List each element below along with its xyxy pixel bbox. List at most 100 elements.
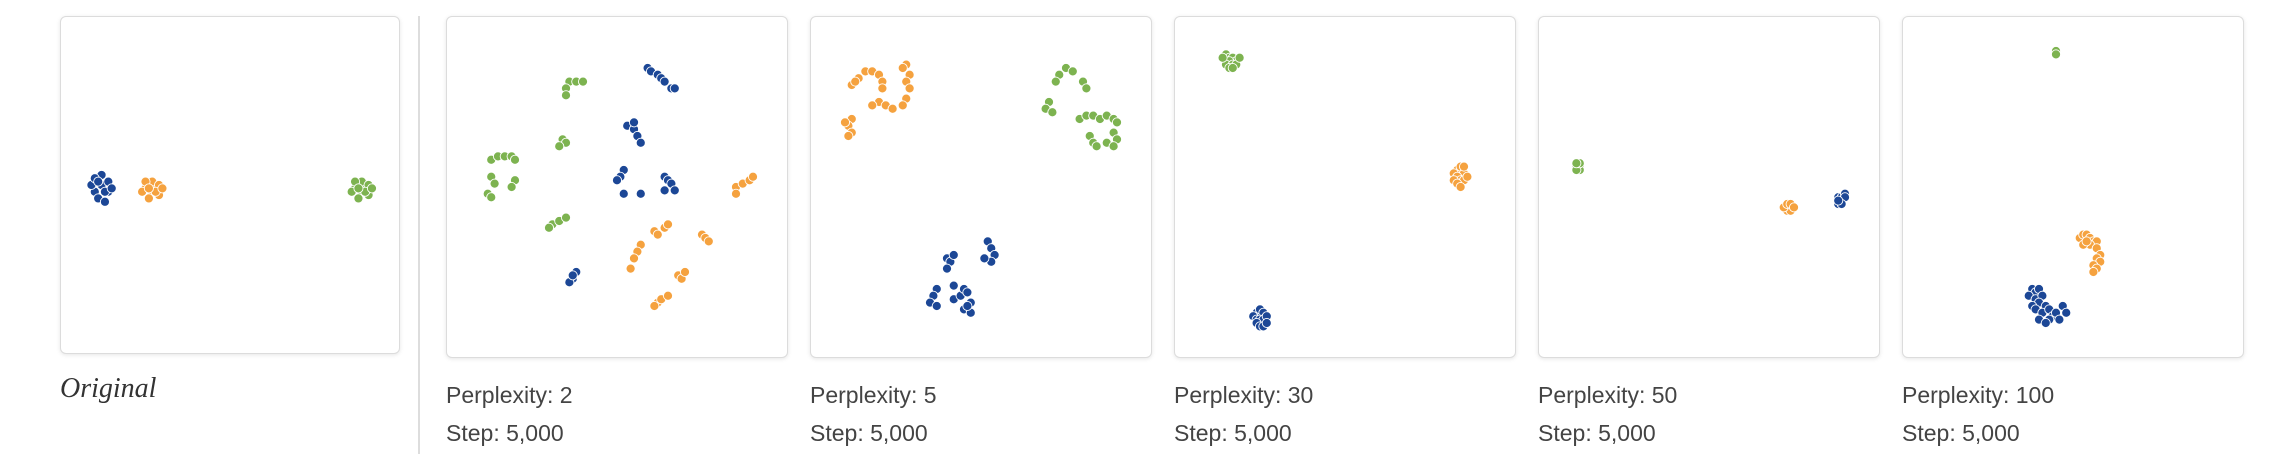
point-orange	[877, 83, 888, 94]
point-green	[1047, 107, 1058, 118]
scatter-perplexity-2	[482, 62, 759, 312]
point-green	[1091, 141, 1102, 152]
step-label: Step: 5,000	[1174, 420, 1292, 446]
point-blue	[2061, 307, 2072, 318]
scatter-perplexity-30	[1217, 49, 1473, 332]
step-label: Step: 5,000	[1538, 420, 1656, 446]
point-blue	[93, 176, 104, 187]
point-blue	[669, 83, 680, 94]
point-green	[486, 192, 497, 203]
plot-perplexity-5	[810, 16, 1152, 358]
point-blue	[611, 175, 623, 186]
point-orange	[652, 229, 663, 240]
point-orange	[1458, 161, 1470, 172]
point-green	[506, 181, 517, 193]
point-orange	[843, 130, 854, 142]
point-orange	[904, 83, 915, 94]
point-orange	[662, 290, 674, 301]
point-blue	[948, 280, 959, 291]
perplexity-label: Perplexity: 5	[810, 382, 937, 408]
point-orange	[662, 219, 674, 230]
perplexity-label: Perplexity: 100	[1902, 382, 2055, 408]
step-label: Step: 5,000	[446, 420, 564, 446]
point-blue	[1261, 317, 1272, 329]
point-blue	[669, 185, 680, 196]
plot-perplexity-30	[1174, 16, 1516, 358]
scatter-perplexity-100	[2023, 45, 2106, 329]
scatter-perplexity-50	[1571, 158, 1851, 216]
point-blue	[2040, 317, 2051, 329]
point-orange	[143, 183, 154, 194]
point-orange	[897, 62, 908, 74]
perplexity-label: Perplexity: 2	[446, 382, 573, 408]
point-green	[1067, 66, 1078, 77]
point-blue	[106, 183, 117, 194]
point-green	[577, 76, 589, 87]
point-green	[353, 193, 364, 204]
point-blue	[1833, 195, 1844, 206]
point-blue	[979, 253, 990, 264]
perplexity-label: Perplexity: 30	[1174, 382, 1314, 408]
point-orange	[1462, 171, 1473, 182]
point-orange	[897, 100, 908, 111]
point-green	[353, 183, 364, 194]
caption-perplexity-2: Perplexity: 2 Step: 5,000	[446, 376, 573, 452]
point-green	[1227, 62, 1238, 74]
step-label: Step: 5,000	[1902, 420, 2020, 446]
point-orange	[157, 183, 168, 194]
plot-perplexity-100	[1902, 16, 2244, 358]
plot-perplexity-2	[446, 16, 788, 358]
step-label: Step: 5,000	[810, 420, 928, 446]
point-green	[560, 212, 572, 223]
point-orange	[1788, 202, 1800, 213]
point-green	[1234, 52, 1245, 63]
point-green	[1108, 141, 1119, 152]
point-orange	[628, 253, 640, 264]
divider	[418, 16, 420, 454]
point-blue	[635, 137, 646, 148]
point-green	[554, 141, 565, 152]
point-orange	[839, 117, 851, 128]
scatter-original	[86, 169, 377, 207]
point-blue	[659, 185, 670, 196]
point-green	[1111, 117, 1123, 128]
point-blue	[99, 196, 110, 207]
point-green	[560, 90, 572, 101]
point-orange	[747, 171, 759, 182]
point-green	[509, 154, 521, 165]
point-blue	[618, 188, 629, 199]
caption-original: Original	[60, 373, 157, 404]
point-blue	[635, 188, 646, 199]
caption-perplexity-100: Perplexity: 100 Step: 5,000	[1902, 376, 2054, 452]
point-blue	[2054, 314, 2065, 325]
point-green	[1571, 158, 1582, 169]
point-green	[1081, 83, 1092, 94]
point-orange	[2088, 266, 2099, 278]
point-blue	[962, 287, 973, 298]
point-orange	[1455, 181, 1466, 193]
point-green	[543, 222, 555, 233]
perplexity-label: Perplexity: 50	[1538, 382, 1678, 408]
point-blue	[962, 300, 973, 312]
point-green	[2050, 49, 2062, 60]
point-blue	[948, 249, 959, 261]
point-green	[1050, 76, 1061, 87]
point-blue	[931, 300, 942, 312]
point-blue	[567, 270, 578, 281]
plot-perplexity-50	[1538, 16, 1880, 358]
scatter-perplexity-5	[839, 59, 1123, 318]
caption-perplexity-30: Perplexity: 30 Step: 5,000	[1174, 376, 1313, 452]
point-orange	[730, 188, 742, 199]
point-orange	[887, 103, 898, 114]
point-orange	[850, 76, 861, 87]
point-blue	[628, 117, 640, 128]
point-blue	[941, 263, 953, 274]
point-orange	[679, 266, 691, 278]
point-green	[366, 183, 377, 194]
point-orange	[649, 300, 660, 312]
point-blue	[659, 76, 670, 87]
point-green	[489, 178, 500, 189]
plot-original	[60, 16, 400, 354]
point-orange	[867, 100, 878, 111]
point-green	[1217, 52, 1228, 63]
